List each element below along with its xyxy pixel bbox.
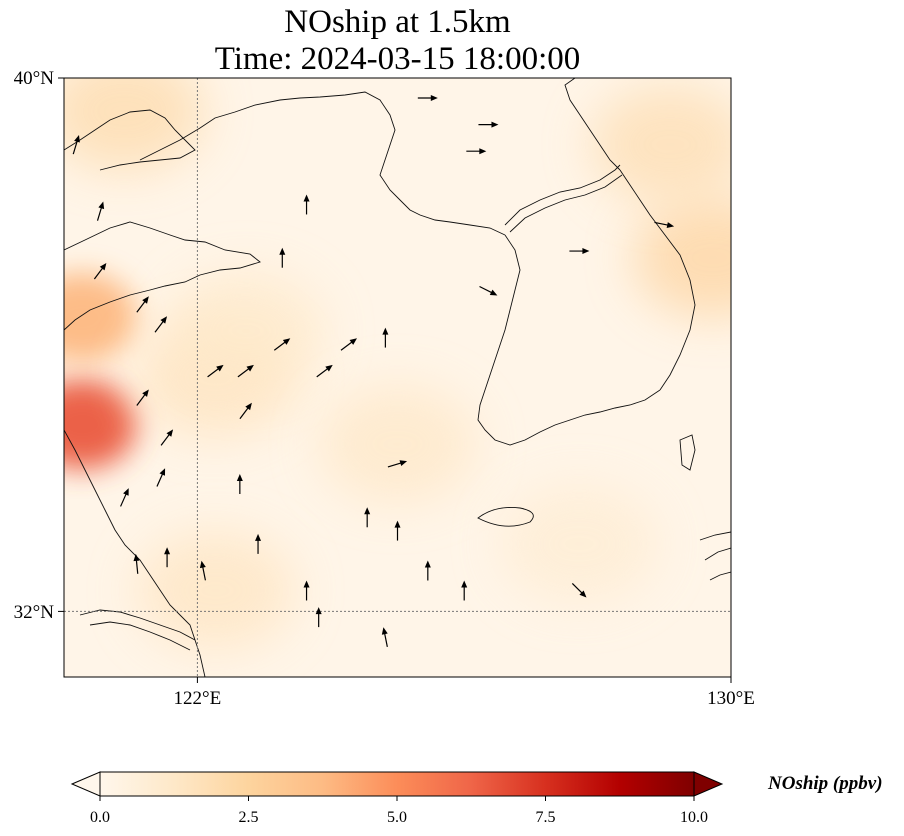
japan-coast bbox=[699, 531, 731, 581]
colorbar: 0.0 2.5 5.0 7.5 10.0 NOship (ppbv) bbox=[70, 771, 883, 826]
wind-arrow bbox=[303, 580, 310, 601]
korea-border bbox=[504, 164, 623, 233]
wind-arrow bbox=[239, 402, 252, 420]
coastline-korea-east bbox=[619, 169, 696, 391]
colorbar-extend-min bbox=[70, 771, 101, 797]
colorbar-tick-label: 0.0 bbox=[90, 809, 110, 826]
concentration-hotspot bbox=[165, 270, 326, 391]
wind-arrow bbox=[164, 547, 171, 568]
colorbar-label: NOship (ppbv) bbox=[767, 773, 883, 794]
wind-arrow bbox=[255, 533, 262, 554]
coastline-liaodong bbox=[139, 91, 506, 236]
wind-arrow bbox=[303, 194, 310, 215]
concentration-hotspot bbox=[499, 483, 660, 604]
wind-arrow bbox=[133, 553, 140, 574]
wind-arrow bbox=[340, 338, 357, 351]
coastline-china-north bbox=[64, 221, 261, 331]
concentration-hotspot bbox=[632, 197, 731, 318]
lat-label-40: 40°N bbox=[14, 68, 55, 89]
coastline-korea-west bbox=[477, 234, 661, 446]
wind-arrow bbox=[136, 296, 149, 313]
yangtze-estuary bbox=[79, 609, 196, 651]
wind-vectors bbox=[72, 94, 675, 647]
coastline-north-korea-east bbox=[564, 78, 621, 171]
coastline-china-bay bbox=[64, 109, 196, 171]
wind-arrow bbox=[571, 582, 587, 598]
colorbar-tick-label: 5.0 bbox=[387, 809, 407, 826]
concentration-field bbox=[64, 78, 731, 651]
wind-arrow bbox=[478, 121, 499, 128]
wind-arrow bbox=[424, 560, 431, 581]
wind-arrow bbox=[207, 364, 224, 378]
coastline-china-east bbox=[64, 429, 206, 677]
wind-arrow bbox=[136, 389, 149, 406]
lon-label-130: 130°E bbox=[707, 688, 755, 709]
wind-arrow bbox=[382, 327, 389, 348]
concentration-hotspot bbox=[590, 84, 731, 205]
wind-arrow bbox=[93, 263, 107, 280]
wind-arrow bbox=[273, 338, 291, 351]
wind-arrow bbox=[156, 468, 166, 487]
wind-arrow bbox=[381, 627, 388, 647]
colorbar-gradient bbox=[99, 771, 695, 797]
wind-arrow bbox=[654, 221, 675, 228]
wind-arrow bbox=[279, 247, 286, 268]
wind-arrow bbox=[199, 560, 207, 581]
concentration-hotspot bbox=[64, 272, 138, 363]
wind-arrow bbox=[154, 316, 168, 333]
tsushima-island bbox=[679, 434, 696, 471]
wind-arrow bbox=[72, 134, 80, 155]
map-frame bbox=[63, 77, 732, 678]
concentration-hotspot bbox=[64, 78, 205, 172]
wind-arrow bbox=[387, 460, 408, 468]
wind-arrow bbox=[417, 94, 438, 101]
colorbar-tick-label: 7.5 bbox=[536, 809, 556, 826]
colorbar-extend-max bbox=[693, 771, 724, 797]
wind-arrow bbox=[461, 580, 468, 601]
concentration-hotspot bbox=[317, 384, 478, 505]
concentration-hotspot bbox=[64, 379, 138, 470]
colorbar-tick-label: 10.0 bbox=[680, 809, 708, 826]
concentration-hotspot bbox=[135, 530, 296, 651]
colorbar-ticks: 0.0 2.5 5.0 7.5 10.0 bbox=[90, 796, 708, 826]
gridlines bbox=[64, 78, 731, 677]
jeju-island bbox=[477, 507, 534, 527]
wind-arrow bbox=[315, 607, 322, 628]
wind-arrow bbox=[160, 429, 174, 446]
lon-label-122: 122°E bbox=[174, 688, 222, 709]
wind-arrow bbox=[236, 473, 243, 494]
wind-arrow bbox=[364, 507, 371, 528]
map-title-line2: Time: 2024-03-15 18:00:00 bbox=[214, 41, 581, 77]
wind-arrow bbox=[479, 285, 498, 296]
wind-arrow bbox=[569, 248, 590, 255]
wind-arrow bbox=[394, 520, 401, 541]
wind-arrow bbox=[96, 201, 105, 221]
coastlines bbox=[64, 78, 731, 677]
map-axes: 40°N 32°N 122°E 130°E bbox=[14, 68, 755, 709]
wind-arrow bbox=[120, 488, 129, 507]
map-title-line1: NOship at 1.5km bbox=[284, 4, 511, 40]
map-panel bbox=[64, 78, 731, 677]
colorbar-tick-label: 2.5 bbox=[239, 809, 259, 826]
wind-arrow bbox=[466, 148, 487, 155]
wind-arrow bbox=[316, 364, 333, 378]
wind-arrow bbox=[237, 364, 254, 378]
lat-label-32: 32°N bbox=[14, 602, 55, 623]
